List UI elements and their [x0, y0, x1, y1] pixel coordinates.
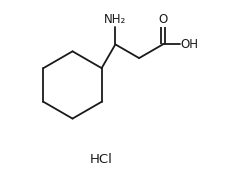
Text: NH₂: NH₂	[104, 13, 126, 26]
Text: OH: OH	[180, 38, 197, 51]
Text: O: O	[158, 13, 167, 26]
Text: HCl: HCl	[89, 153, 112, 166]
